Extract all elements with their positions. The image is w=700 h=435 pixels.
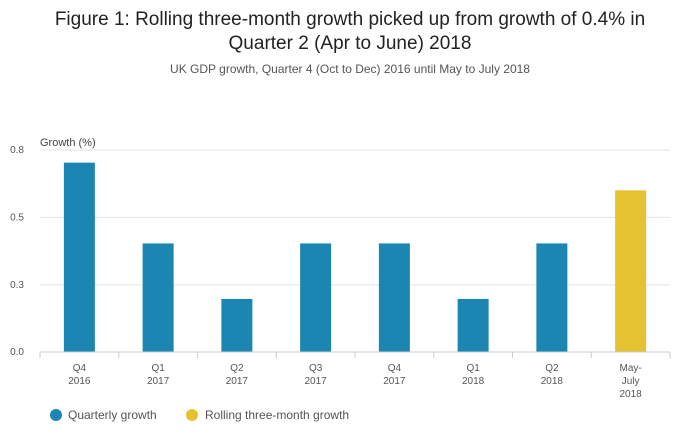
y-axis: 0.0 0.3 0.5 0.8: [10, 145, 24, 358]
quarterly-growth-bar: [536, 243, 568, 352]
title-block: Figure 1: Rolling three-month growth pic…: [0, 0, 700, 76]
legend: Quarterly growth Rolling three-month grow…: [50, 408, 349, 422]
x-axis: [39, 351, 671, 358]
quarterly-growth-bar: [457, 298, 489, 352]
legend-marker-rolling: [186, 409, 198, 421]
quarterly-growth-bar: [300, 243, 332, 352]
quarterly-growth-bar: [221, 298, 253, 352]
chart-title: Figure 1: Rolling three-month growth pic…: [54, 9, 646, 54]
x-tick-label: Q2 2017: [226, 363, 249, 387]
rolling-growth-bar: [615, 190, 647, 352]
y-tick-label: 0.0: [10, 347, 24, 358]
legend-label-quarterly: Quarterly growth: [68, 408, 157, 422]
x-tick-labels: Q4 2016 Q1 2017 Q2 2017 Q3 2017 Q4 2017 Q1 2018 Q2 20…: [68, 363, 642, 400]
quarterly-growth-bar: [378, 243, 410, 352]
y-tick-label: 0.5: [10, 212, 24, 223]
legend-marker-quarterly: [50, 409, 62, 421]
bars: [63, 162, 647, 352]
gridlines: [40, 149, 670, 286]
x-tick-label: Q1 2017: [147, 363, 170, 387]
quarterly-growth-bar: [142, 243, 174, 352]
y-axis-title: Growth (%): [40, 137, 96, 149]
x-tick-label: Q2 2018: [541, 363, 564, 387]
chart-subtitle: UK GDP growth, Quarter 4 (Oct to Dec) 20…: [170, 62, 530, 76]
y-tick-label: 0.3: [10, 280, 24, 291]
x-tick-label: Q4 2016: [68, 363, 91, 387]
x-tick-label: Q1 2018: [462, 363, 485, 387]
x-tick-label: Q4 2017: [383, 363, 406, 387]
legend-label-rolling: Rolling three-month growth: [205, 408, 349, 422]
quarterly-growth-bar: [63, 162, 95, 352]
x-tick-label: Q3 2017: [305, 363, 328, 387]
y-tick-label: 0.8: [10, 145, 24, 156]
x-tick-label: May-July 2018: [620, 363, 643, 400]
